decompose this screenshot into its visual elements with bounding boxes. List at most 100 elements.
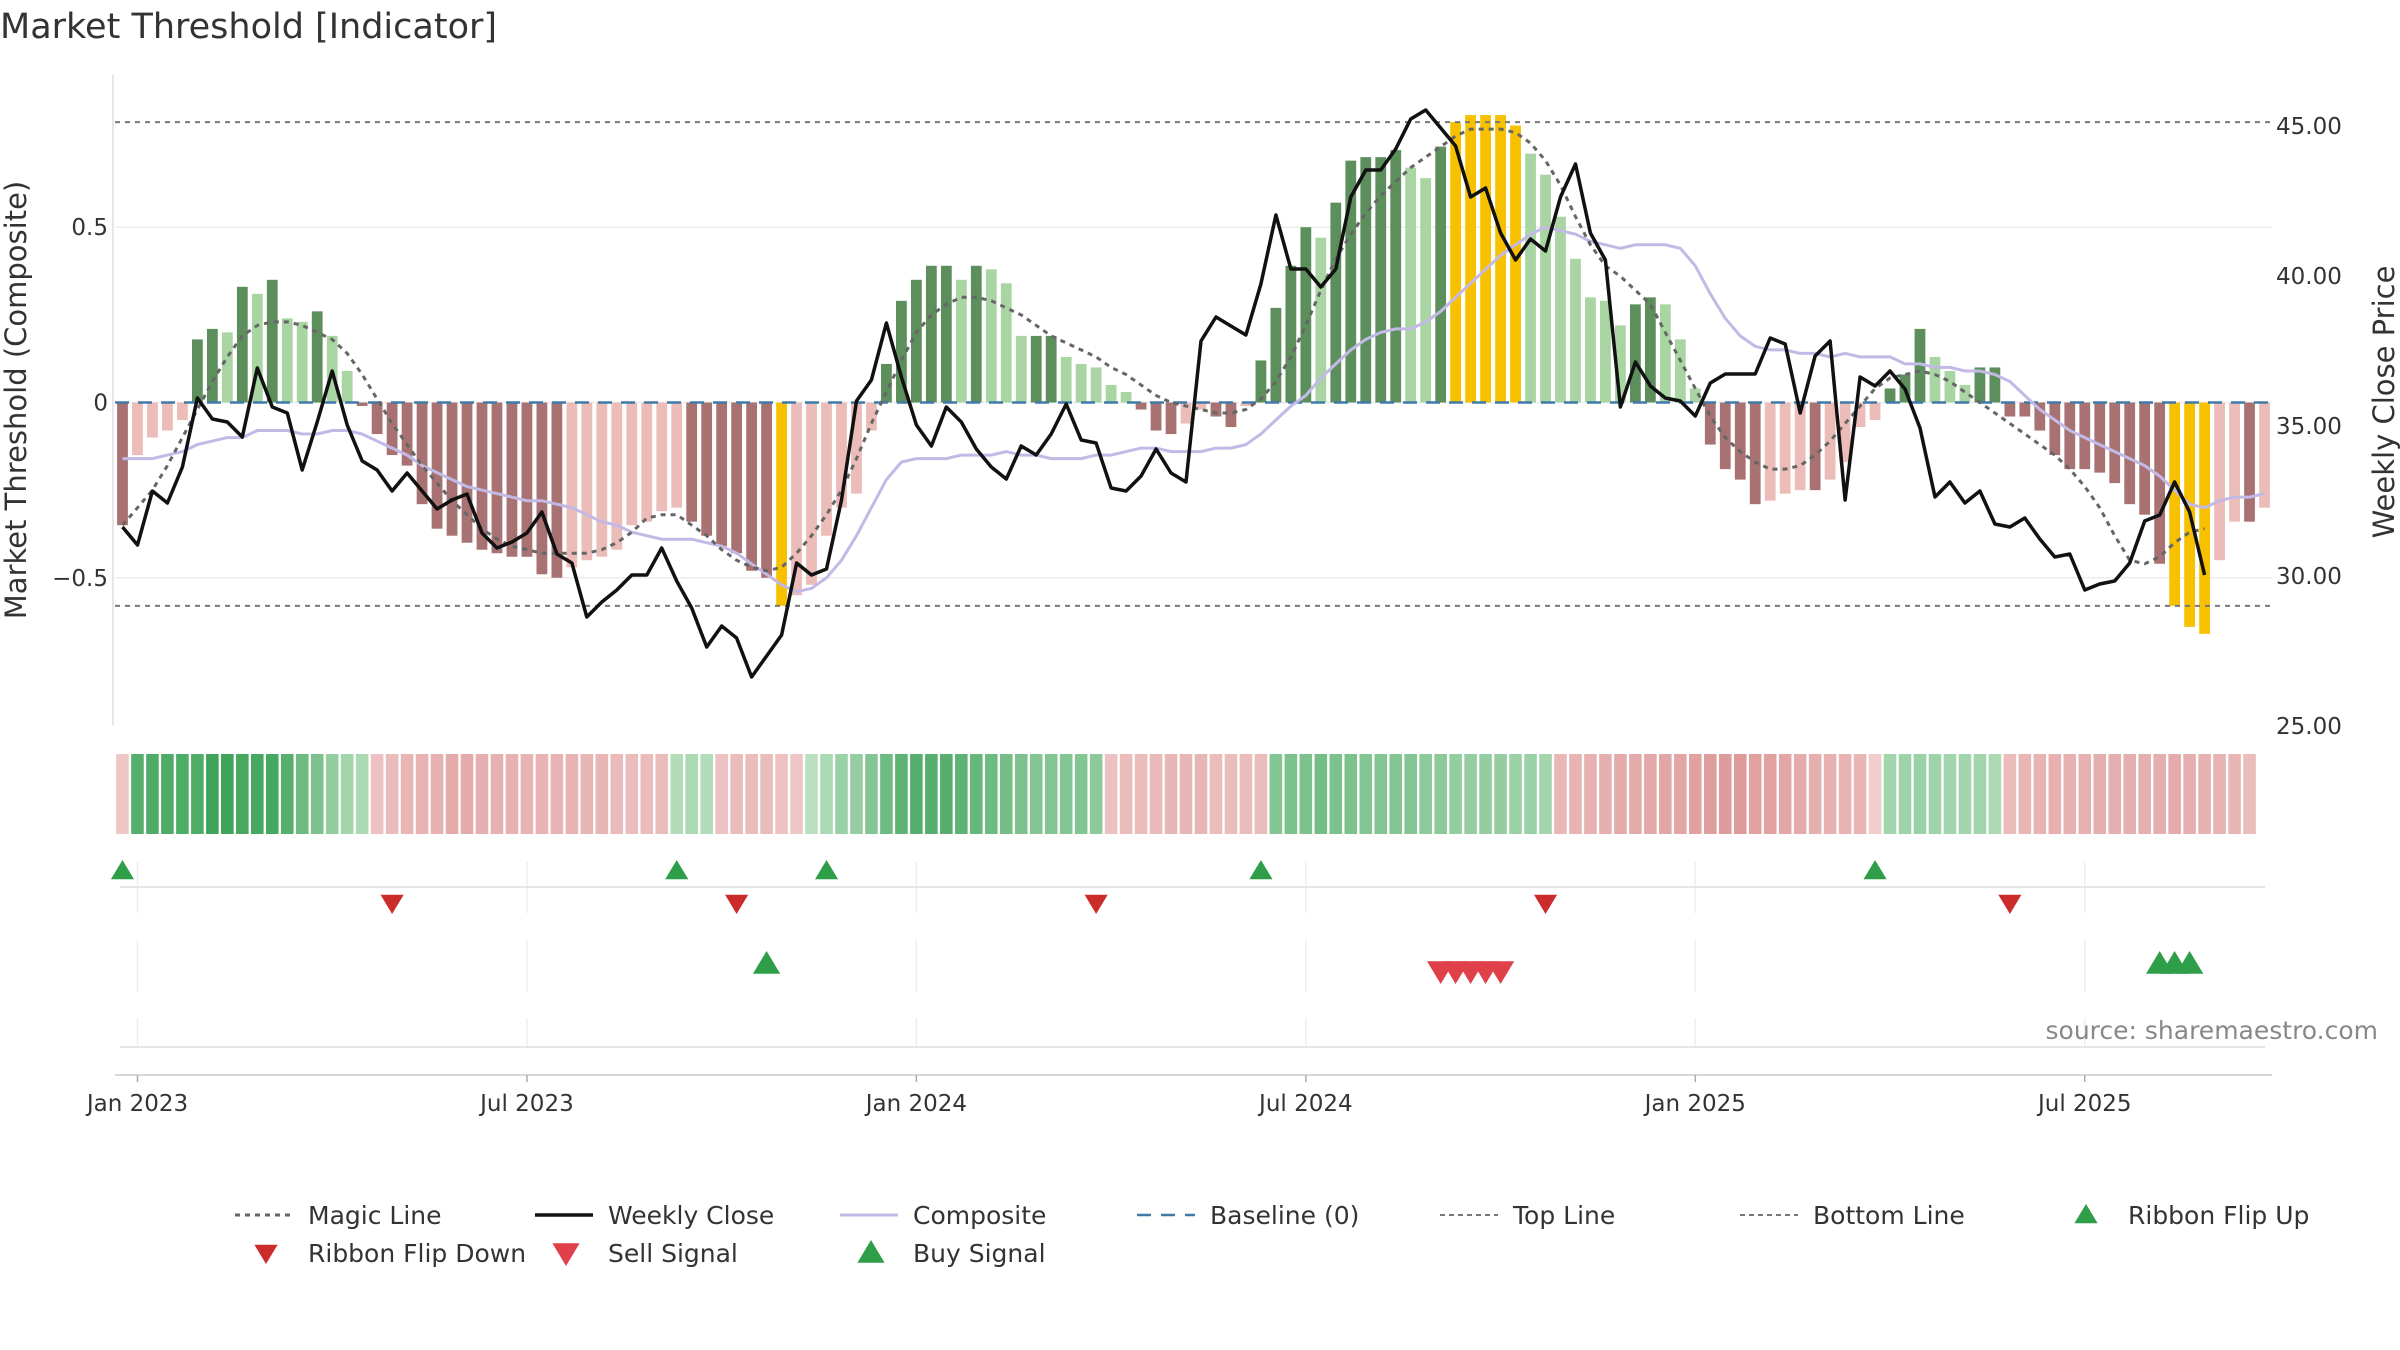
histogram-bar [2139,402,2151,515]
ribbon-cell [835,754,848,834]
composite-line [122,225,2265,594]
histogram-bar [536,402,548,575]
weekly-close-line [121,108,2207,679]
ribbon-cell [1194,754,1208,834]
ribbon-cell [251,754,264,834]
histogram-bar [1555,216,1566,403]
ribbon-cell [2243,754,2256,834]
ribbon-cell [1689,754,1702,834]
ribbon-flip-up-marker [110,860,134,880]
y-right-tick-label: 45.00 [2276,114,2342,140]
histogram-bar [1629,304,1641,403]
histogram-bar [341,370,353,403]
ribbon-cell [745,754,758,834]
ribbon-cell [490,754,504,834]
histogram-bar [1540,174,1551,403]
chart-title: Market Threshold [Indicator] [0,7,497,47]
ribbon-cell [1943,754,1957,834]
histogram-bar [1030,335,1042,403]
ribbon-cell [1314,754,1328,834]
ribbon-cell [2228,754,2241,834]
grid-layer [115,226,2272,1048]
histogram-bar [1944,370,1956,403]
sell-signal-marker [1486,961,1515,984]
histogram-bar [2169,402,2181,606]
ribbon-cell [1254,754,1268,834]
x-tick-label: Jan 2023 [85,1091,188,1117]
histogram-bar [1165,402,1177,435]
histogram-bar [2154,402,2166,564]
histogram-bar [1510,125,1521,403]
ribbon-cell [2123,754,2136,834]
ribbon-cell [805,754,818,834]
x-tick-label: Jul 2023 [478,1091,574,1117]
y-axis-left-label: Market Threshold (Composite) [0,181,33,619]
histogram-bar [371,402,383,435]
histogram-bar [1674,339,1686,403]
legend-item-top: Top Line [1440,1201,1615,1230]
histogram-bar [2049,402,2061,456]
histogram-bar [1225,402,1237,428]
histogram-bar [761,402,772,578]
histogram-bar [566,402,578,568]
legend-label: Magic Line [308,1201,442,1230]
legend-swatch [552,1243,580,1266]
histogram-bar [925,265,937,403]
histogram-bar [1000,283,1012,403]
histogram-bar [1600,300,1611,403]
histogram-bar [1570,258,1581,403]
ribbon-cell [1569,754,1582,834]
histogram-bar [461,402,473,543]
y-right-tick-label: 25.00 [2276,714,2342,740]
histogram-bar [1405,167,1417,403]
ribbon-cell [1209,754,1223,834]
histogram-bar [1615,325,1626,403]
ribbon-cell [1868,754,1882,834]
histogram-bar [940,265,952,403]
histogram-bar [446,402,458,536]
ribbon-cell [236,754,249,834]
ribbon-flip-up-marker [1863,860,1887,880]
histogram-bar [866,402,877,431]
ribbon-cell [970,754,983,834]
ribbon-cell [430,754,444,834]
ribbon-cell [850,754,863,834]
legend: Magic Line Weekly Close Composite Baseline … [235,1201,2309,1268]
histogram-bar [671,402,683,508]
ribbon-cell [670,754,684,834]
ribbon-cell [116,754,129,834]
ribbon-cell [700,754,713,834]
histogram-bar [1764,402,1776,501]
histogram-bar [1495,115,1506,403]
ribbon-cell [999,754,1013,834]
ribbon-flip-up-marker [665,860,689,880]
histogram-bar [1824,402,1836,480]
histogram-bar [551,402,563,578]
histogram-bar [1060,356,1072,403]
histogram-bar [776,402,787,606]
ribbon-cell [1748,754,1762,834]
buy-signal-marker [2176,951,2204,974]
ribbon-cell [1838,754,1852,834]
histogram-bar [851,402,862,494]
ribbon-cell [475,754,489,834]
ribbon-cell [445,754,459,834]
ribbon-cell [520,754,534,834]
histogram-bar [910,279,922,403]
histogram-bar [596,402,608,557]
ribbon-cell [1584,754,1597,834]
histogram-bar [311,311,323,403]
legend-label: Sell Signal [608,1239,738,1268]
histogram-bar [1734,402,1746,480]
buy-signal-marker [752,951,781,974]
ribbon-cell [2063,754,2077,834]
ribbon-cell [1599,754,1612,834]
legend-swatch [254,1244,278,1264]
histogram-bar [356,402,368,407]
ribbon-cell [2033,754,2047,834]
x-tick-label: Jan 2024 [864,1091,967,1117]
ribbon-cell [1239,754,1253,834]
histogram-bar [147,402,158,438]
histogram-bar [1839,402,1851,463]
histogram-bar [1045,335,1057,403]
